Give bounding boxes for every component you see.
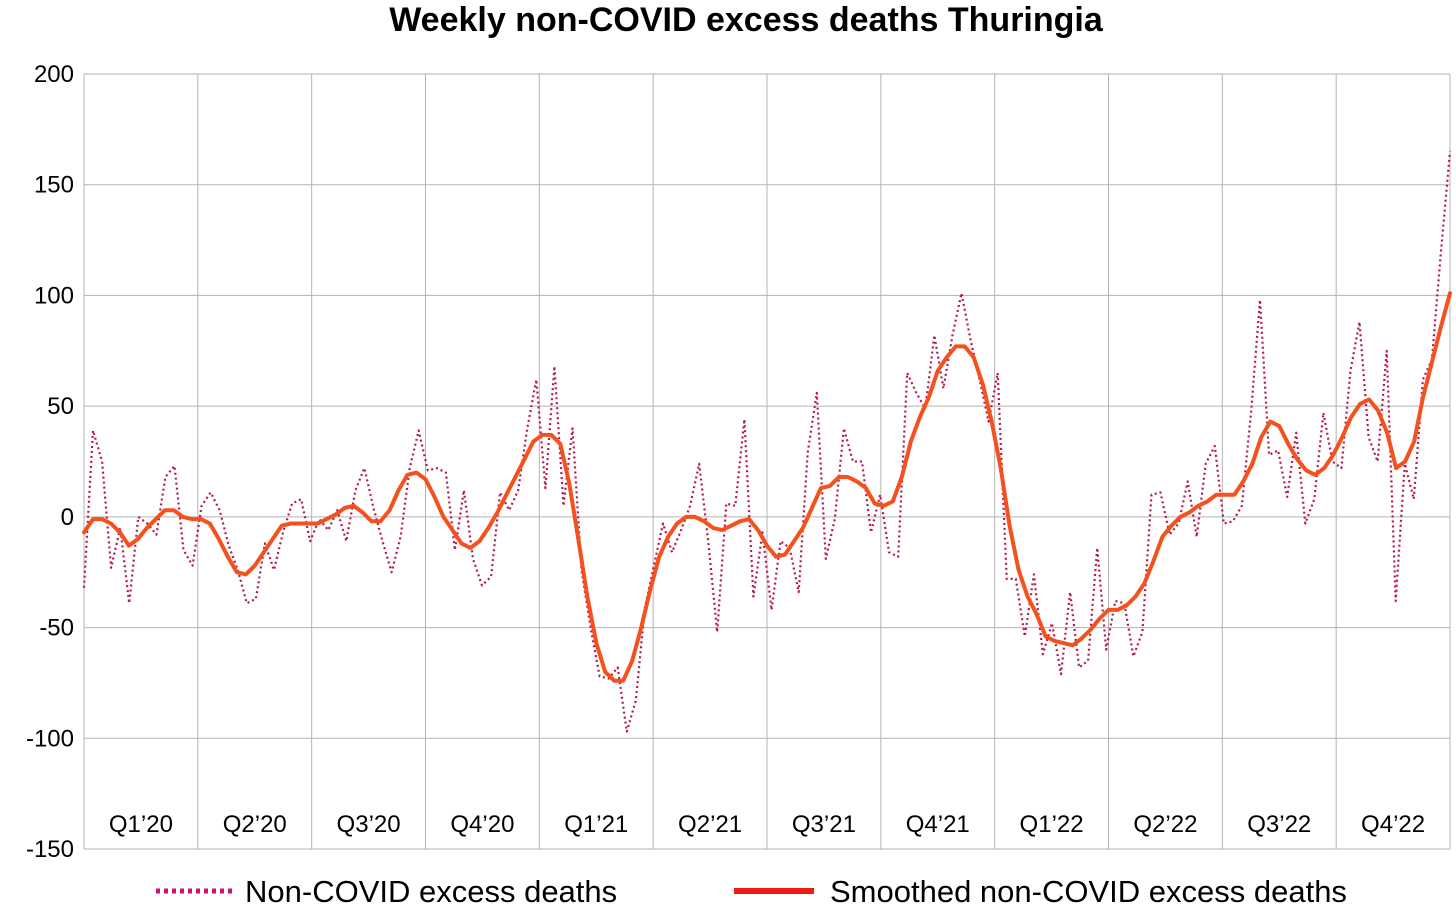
y-tick-label: -150 xyxy=(26,836,74,863)
y-axis-tick-labels: 200 150 100 50 0 -50 -100 -150 xyxy=(26,61,74,863)
x-tick-label: Q3’20 xyxy=(337,811,401,838)
x-tick-label: Q1’20 xyxy=(109,811,173,838)
x-axis-quarter-labels: Q1’20 Q2’20 Q3’20 Q4’20 Q1’21 Q2’21 Q3’21 Q4’21… xyxy=(109,811,1425,838)
series-line-non-covid xyxy=(82,151,1452,733)
series-line-smoothed xyxy=(82,291,1452,683)
x-tick-label: Q3’22 xyxy=(1247,811,1311,838)
series-lines xyxy=(82,151,1452,733)
x-tick-label: Q1’21 xyxy=(564,811,628,838)
x-tick-label: Q2’21 xyxy=(678,811,742,838)
chart-title: Weekly non-COVID excess deaths Thuringia xyxy=(389,1,1103,39)
x-tick-label: Q4’21 xyxy=(906,811,970,838)
y-tick-label: 200 xyxy=(34,61,74,88)
x-tick-label: Q3’21 xyxy=(792,811,856,838)
legend-label-non-covid: Non-COVID excess deaths xyxy=(245,874,617,909)
x-tick-label: Q2’22 xyxy=(1133,811,1197,838)
x-tick-label: Q1’22 xyxy=(1020,811,1084,838)
legend-label-smoothed: Smoothed non-COVID excess deaths xyxy=(830,874,1347,909)
y-tick-label: 150 xyxy=(34,172,74,199)
x-tick-label: Q2’20 xyxy=(223,811,287,838)
x-tick-label: Q4’20 xyxy=(450,811,514,838)
x-tick-label: Q4’22 xyxy=(1361,811,1425,838)
y-tick-label: -100 xyxy=(26,725,74,752)
grid-lines xyxy=(83,73,1451,850)
y-tick-label: 50 xyxy=(47,393,74,420)
y-tick-label: 0 xyxy=(61,504,74,531)
y-tick-label: -50 xyxy=(39,615,74,642)
y-tick-label: 100 xyxy=(34,282,74,309)
legend: Non-COVID excess deaths Smoothed non-COV… xyxy=(156,874,1347,909)
